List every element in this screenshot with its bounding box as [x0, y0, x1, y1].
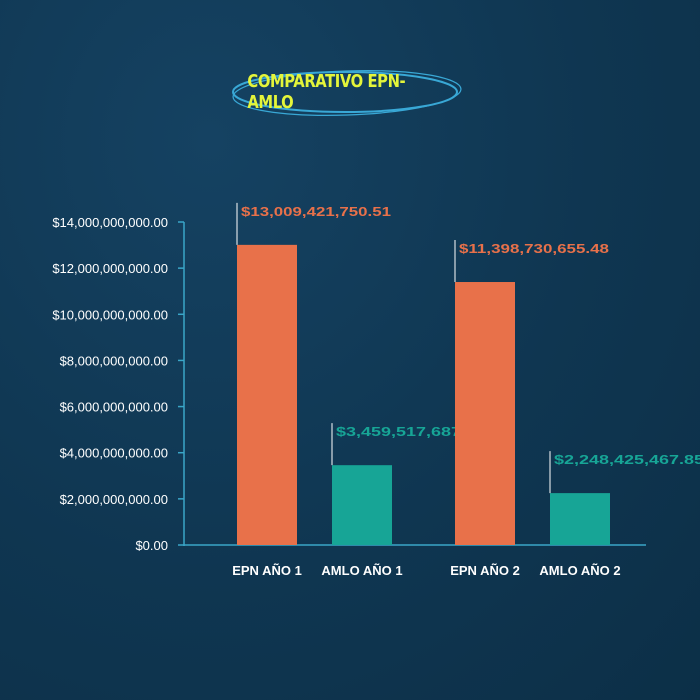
bar [237, 244, 297, 545]
x-tick-label: EPN AÑO 2 [450, 563, 520, 578]
y-tick-label: $12,000,000,000.00 [52, 261, 168, 276]
data-label: $11,398,730,655.48 [459, 241, 609, 256]
y-tick-label: $4,000,000,000.00 [60, 446, 168, 461]
y-tick-label: $8,000,000,000.00 [60, 353, 168, 368]
bar [332, 465, 392, 545]
y-tick-label: $10,000,000,000.00 [52, 307, 168, 322]
data-label: $13,009,421,750.51 [241, 204, 391, 219]
title-ring [232, 70, 462, 116]
data-label: $3,459,517,687.48 [336, 424, 486, 439]
x-tick-label: EPN AÑO 1 [232, 563, 302, 578]
bar [550, 493, 610, 545]
y-tick-label: $2,000,000,000.00 [60, 492, 168, 507]
y-tick-label: $6,000,000,000.00 [60, 400, 168, 415]
chart-title: COMPARATIVO EPN-AMLO [247, 71, 406, 113]
data-label: $2,248,425,467.85 [554, 452, 700, 467]
y-tick-label: $14,000,000,000.00 [52, 215, 168, 230]
bar [455, 282, 515, 545]
x-tick-label: AMLO AÑO 2 [539, 563, 620, 578]
x-tick-label: AMLO AÑO 1 [321, 563, 402, 578]
y-tick-label: $0.00 [135, 538, 168, 553]
title-badge: COMPARATIVO EPN-AMLO [226, 64, 464, 120]
